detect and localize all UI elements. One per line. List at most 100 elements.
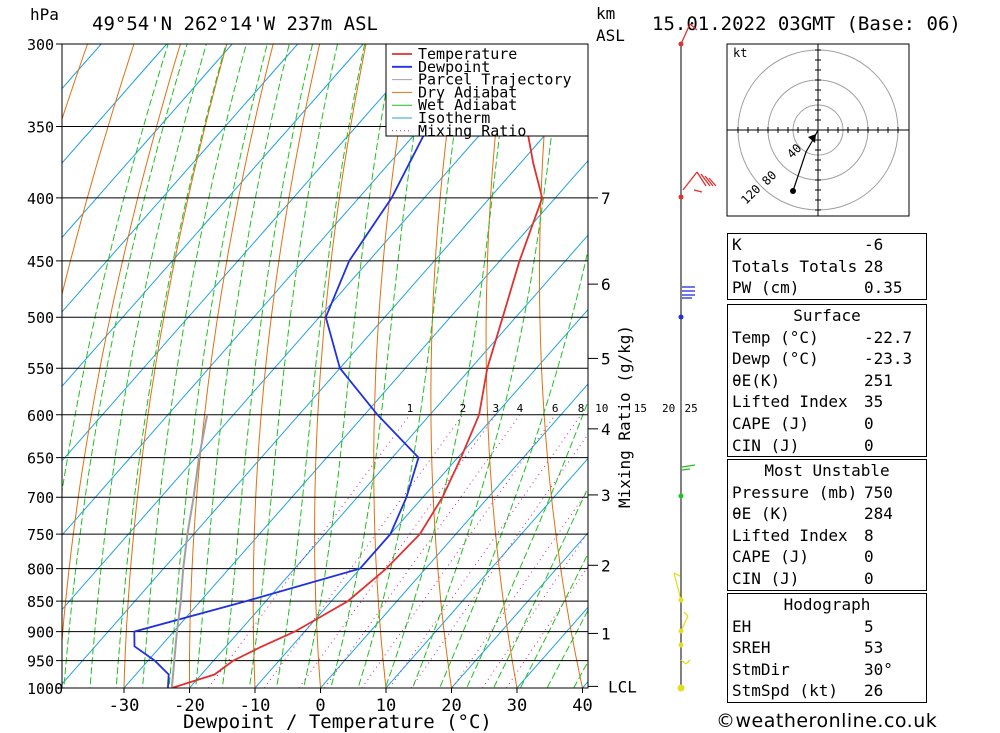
- wet-adiabat-line: [89, 44, 207, 688]
- wind-barb-850: [673, 572, 682, 601]
- temp-tick-label: 0: [315, 696, 325, 716]
- pressure-tick-label: 900: [27, 624, 54, 642]
- mixing-ratio-label: 1: [407, 402, 414, 415]
- row-value: 26: [864, 681, 884, 701]
- wet-adiabat-line: [221, 44, 314, 688]
- dry-adiabat-line: [62, 44, 181, 647]
- row-value: 28: [864, 256, 884, 276]
- series-parcel-trajectory: [170, 414, 209, 688]
- mixing-ratio-label: 15: [634, 402, 647, 415]
- row-value: -22.7: [864, 327, 913, 347]
- wet-adiabat-line: [493, 486, 588, 688]
- pressure-tick-label: 750: [27, 526, 54, 544]
- temp-tick-label: 20: [441, 696, 461, 716]
- mixing-ratio-line: [263, 414, 464, 688]
- wet-adiabat-line: [546, 609, 588, 688]
- x-axis-title: Dewpoint / Temperature (°C): [183, 711, 492, 733]
- dry-adiabat-line: [916, 0, 1000, 714]
- row-label: PW (cm): [732, 278, 800, 298]
- mixing-ratio-line: [361, 414, 556, 688]
- pressure-tick-label: 350: [27, 118, 54, 136]
- table-row: Lifted Index 8: [728, 525, 926, 547]
- wet-adiabat-line: [63, 44, 188, 688]
- row-label: Lifted Index: [732, 392, 848, 412]
- isotherm-line: [0, 0, 122, 714]
- km-tick-label: 3: [601, 486, 611, 505]
- hodograph-panel: kt 40 80 120: [726, 43, 910, 217]
- isotherm-line: [62, 44, 364, 388]
- table-row: EH 5: [728, 616, 926, 638]
- row-label: CIN (J): [732, 568, 800, 588]
- row-label: Lifted Index: [732, 525, 848, 545]
- row-value: 35: [864, 392, 884, 412]
- hodograph-unit: kt: [733, 46, 747, 60]
- km-label: km: [596, 4, 615, 23]
- row-value: 8: [864, 525, 874, 545]
- wind-dot-500: [678, 314, 684, 320]
- wind-profile: [673, 23, 717, 692]
- table-row: θE(K) 251: [728, 370, 926, 392]
- table-row: CIN (J) 0: [728, 435, 926, 457]
- mixing-ratio-line: [207, 414, 411, 688]
- plot-frame: [61, 43, 589, 689]
- wet-adiabat-line: [195, 44, 290, 688]
- km-tick-label: 2: [601, 556, 611, 575]
- isotherm-line: [385, 457, 588, 688]
- series-temperature: [171, 44, 544, 688]
- wet-adiabat-line: [384, 44, 512, 688]
- date-title: 15.01.2022 03GMT (Base: 06): [652, 13, 961, 35]
- table-row: CAPE (J) 0: [728, 546, 926, 568]
- row-value: -23.3: [864, 349, 913, 369]
- row-label: Dewp (°C): [732, 349, 819, 369]
- row-value: 30°: [864, 659, 893, 679]
- wind-dot-950: [678, 642, 684, 648]
- wind-barb-300: [680, 23, 698, 45]
- mixing-ratio-line: [298, 414, 497, 688]
- isotherm-line: [62, 44, 299, 313]
- row-label: StmSpd (kt): [732, 681, 838, 701]
- row-label: θE(K): [732, 370, 781, 390]
- pressure-tick-label: 450: [27, 253, 54, 271]
- table-row: Temp (°C) -22.7: [728, 327, 926, 349]
- row-label: CAPE (J): [732, 413, 810, 433]
- row-label: SREH: [732, 638, 771, 658]
- copyright-link[interactable]: ©weatheronline.co.uk: [716, 710, 938, 732]
- row-label: StmDir: [732, 659, 790, 679]
- hodograph-title: Hodograph: [783, 595, 871, 614]
- wet-adiabat-line: [115, 44, 227, 688]
- wet-adiabat-line: [62, 44, 169, 495]
- pressure-tick-label: 850: [27, 593, 54, 611]
- mixing-ratio-label: 10: [595, 402, 608, 415]
- temp-tick-label: -20: [174, 696, 205, 716]
- table-row: StmDir 30°: [728, 659, 926, 681]
- table-row: PW (cm) 0.35: [728, 277, 926, 299]
- legend-label: Wet Adiabat: [418, 96, 517, 114]
- table-row: SREH 53: [728, 637, 926, 659]
- table-row: Lifted Index 35: [728, 391, 926, 413]
- mixing-ratio-label: 2: [460, 402, 467, 415]
- wet-adiabat-line: [141, 44, 247, 688]
- pressure-tick-label: 550: [27, 360, 54, 378]
- km-tick-label: 7: [601, 189, 611, 208]
- series-dewpoint: [133, 44, 450, 688]
- km-tick-label: 6: [601, 275, 611, 294]
- mixing-ratio-line: [451, 489, 588, 688]
- table-row: K -6: [728, 234, 926, 256]
- km-tick-label: 5: [601, 349, 611, 368]
- wet-adiabat-line: [275, 44, 366, 688]
- wet-adiabat-line: [248, 44, 339, 688]
- dry-adiabat-line: [189, 44, 274, 688]
- pressure-tick-label: 1000: [27, 680, 63, 698]
- isotherm-line: [450, 532, 588, 688]
- row-label: K: [732, 235, 742, 254]
- wind-barb-900: [680, 611, 689, 632]
- row-value: 0.35: [864, 278, 903, 298]
- hpa-label: hPa: [30, 5, 59, 24]
- table-row: CIN (J) 0: [728, 568, 926, 590]
- row-value: 251: [864, 370, 893, 390]
- pressure-tick-label: 700: [27, 489, 54, 507]
- temp-tick-label: -30: [109, 696, 140, 716]
- row-value: 0: [864, 435, 874, 455]
- pressure-tick-label: 800: [27, 561, 54, 579]
- legend-label: Parcel Trajectory: [418, 71, 572, 89]
